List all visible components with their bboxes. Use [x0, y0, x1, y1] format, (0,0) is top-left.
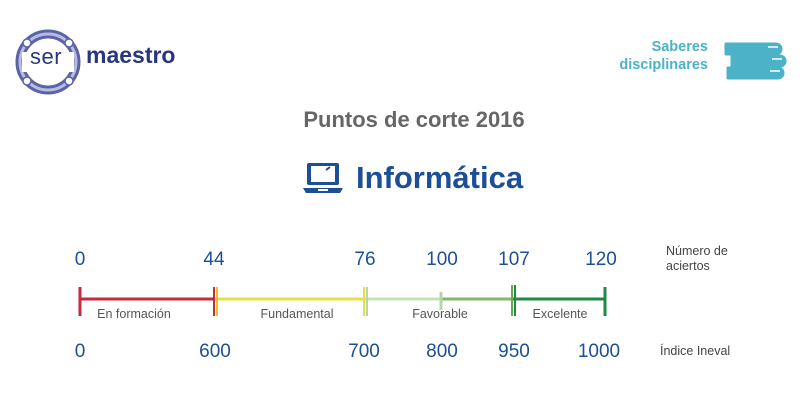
laptop-icon: [303, 163, 343, 193]
ineval-label-600: 600: [199, 341, 231, 362]
aciertos-label-44: 44: [203, 249, 225, 270]
subject-heading: Informática: [302, 158, 523, 198]
aciertos-axis-label-line-2: aciertos: [666, 259, 710, 273]
subject-name: Informática: [356, 160, 524, 195]
category-favorable: Favorable: [412, 307, 468, 321]
ineval-label-700: 700: [348, 341, 380, 362]
aciertos-label-100: 100: [426, 249, 458, 270]
ineval-label-950: 950: [498, 341, 530, 362]
aciertos-label-76: 76: [354, 249, 376, 270]
stacked-books-icon: [724, 42, 787, 80]
ineval-label-1000: 1000: [577, 341, 621, 362]
logo-ser-text: ser: [30, 44, 63, 69]
logo-ring-icon: [15, 29, 81, 95]
category-excelente: Excelente: [532, 307, 588, 321]
ineval-label-0: 0: [74, 341, 86, 362]
ineval-axis-label: Índice Ineval: [660, 344, 731, 358]
aciertos-axis-label: Número de aciertos: [666, 244, 728, 274]
aciertos-label-0: 0: [74, 249, 86, 270]
saberes-line-2: disciplinares: [619, 57, 708, 73]
saberes-text: Saberes disciplinares: [619, 38, 708, 74]
ser-maestro-logo: ser maestro: [14, 28, 194, 96]
saberes-line-1: Saberes: [651, 39, 708, 55]
category-en-formacion: En formación: [97, 307, 171, 321]
aciertos-label-120: 120: [585, 249, 617, 270]
aciertos-axis-label-line-1: Número de: [666, 244, 728, 258]
category-fundamental: Fundamental: [260, 307, 334, 321]
aciertos-label-107: 107: [498, 249, 530, 270]
ineval-label-800: 800: [426, 341, 458, 362]
page-title: Puntos de corte 2016: [303, 107, 525, 132]
saberes-badge: Saberes disciplinares: [618, 38, 788, 82]
logo-maestro-text: maestro: [86, 42, 176, 68]
